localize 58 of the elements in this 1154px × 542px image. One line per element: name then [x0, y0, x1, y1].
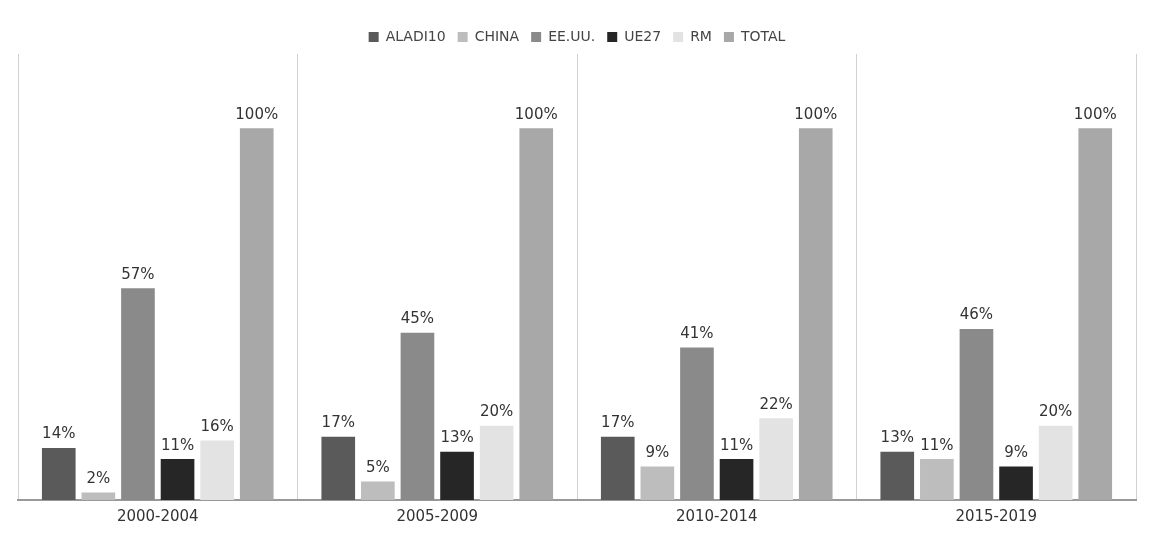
bar [600, 436, 635, 500]
data-label: 13% [880, 428, 914, 447]
legend-label: ALADI10 [385, 27, 446, 44]
data-label: 14% [42, 424, 76, 443]
data-label: 11% [160, 435, 195, 454]
bar [999, 466, 1033, 500]
bar [479, 425, 514, 500]
x-tick-label: 2010-2014 [675, 506, 758, 525]
data-label: 2% [86, 468, 111, 487]
bar [920, 459, 954, 500]
legend-label: RM [690, 27, 712, 44]
bar [81, 492, 116, 500]
bar [440, 451, 474, 500]
data-label: 16% [200, 416, 234, 435]
bar [200, 440, 234, 500]
x-tick-label: 2015-2019 [955, 506, 1038, 525]
data-label: 17% [601, 413, 635, 432]
bar [959, 329, 994, 500]
x-tick-label: 2005-2009 [396, 506, 479, 525]
data-label: 100% [514, 104, 558, 123]
x-tick-label: 2000-2004 [116, 506, 199, 525]
data-label: 20% [1038, 402, 1073, 421]
bar [1038, 425, 1073, 500]
data-label: 9% [1004, 442, 1028, 461]
data-label: 9% [645, 442, 670, 461]
bar [680, 347, 714, 500]
data-label: 11% [719, 435, 754, 454]
data-label: 13% [440, 428, 474, 447]
data-label: 100% [794, 104, 838, 123]
data-label: 20% [479, 402, 514, 421]
legend-label: CHINA [474, 27, 520, 44]
data-label: 57% [121, 264, 155, 283]
data-label: 11% [920, 435, 954, 454]
bar [41, 447, 76, 500]
legend-label: UE27 [624, 27, 662, 44]
bar [640, 466, 675, 500]
bar [519, 128, 554, 500]
bar [759, 418, 793, 500]
data-label: 41% [680, 324, 714, 343]
data-label: 22% [759, 394, 793, 413]
bar [321, 436, 356, 500]
bar [880, 451, 915, 500]
bar [798, 128, 833, 500]
data-label: 45% [400, 309, 435, 328]
data-label: 100% [235, 104, 279, 123]
data-label: 100% [1073, 104, 1117, 123]
bar [121, 288, 155, 500]
data-label: 46% [959, 305, 994, 324]
legend-label: TOTAL [739, 27, 786, 44]
legend-label: EE.UU. [548, 27, 596, 44]
bar [1078, 128, 1113, 500]
bar [400, 332, 435, 500]
bar [239, 128, 274, 500]
bar [719, 459, 754, 500]
data-label: 17% [321, 413, 355, 432]
data-label: 5% [365, 457, 390, 476]
bar [361, 481, 395, 500]
bar [160, 459, 195, 500]
